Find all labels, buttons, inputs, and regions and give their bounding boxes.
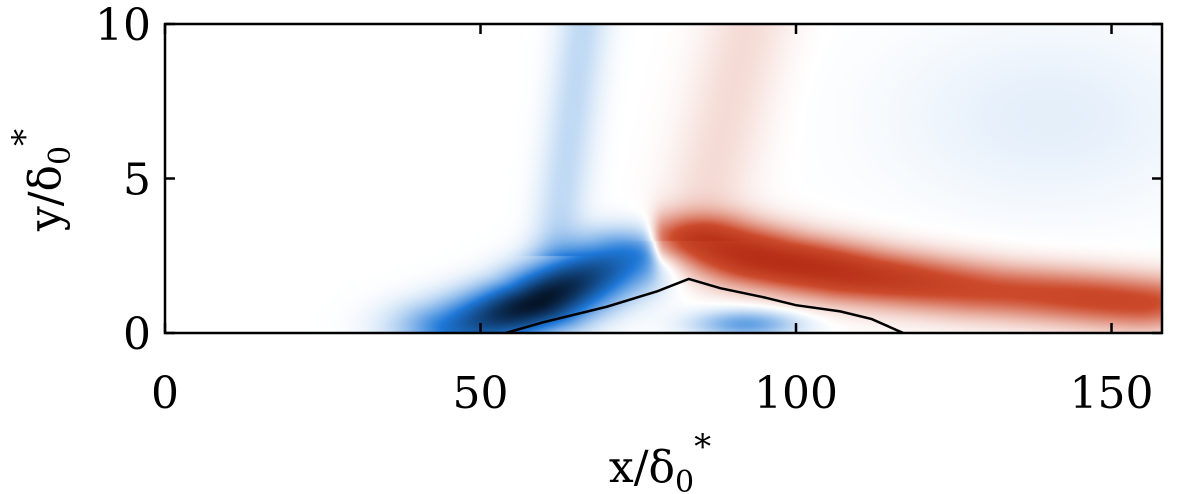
y-axis-label: y/δ0* — [5, 129, 78, 232]
x-axis-label: x/δ0* — [609, 427, 711, 494]
x-tick-label: 50 — [453, 368, 509, 419]
x-tick-label: 150 — [1070, 368, 1154, 419]
y-tick-label: 5 — [123, 155, 151, 206]
x-tick-label: 0 — [151, 368, 179, 419]
contour-line — [505, 277, 904, 335]
axes: 0 50 100 150 0 5 10 — [95, 0, 1164, 419]
x-tick-label: 100 — [754, 368, 838, 419]
heatmap-field — [165, 24, 1162, 333]
y-tick-label: 10 — [95, 0, 151, 51]
plot-area — [165, 24, 1162, 335]
y-tick-label: 0 — [123, 309, 151, 360]
